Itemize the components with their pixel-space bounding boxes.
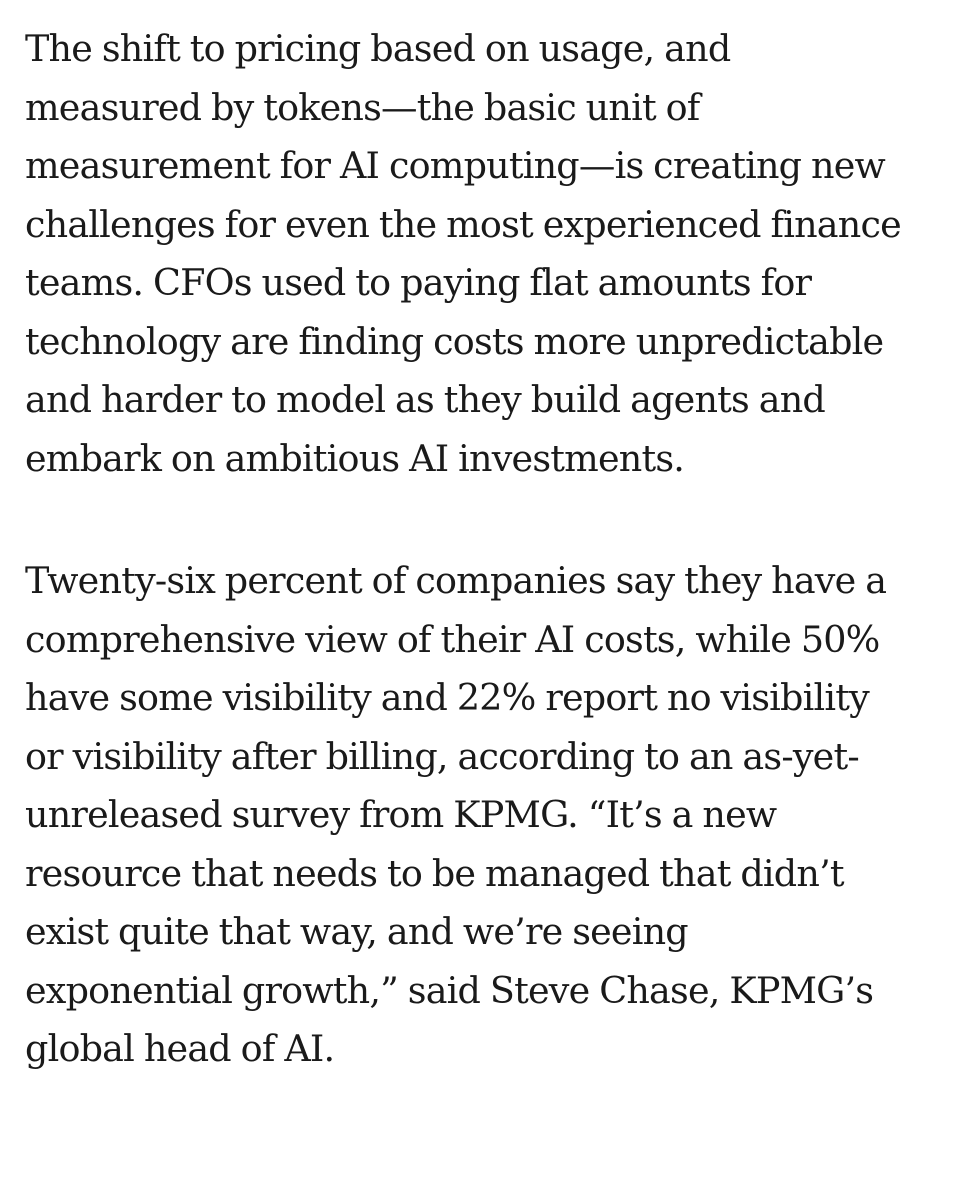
paragraph-line: exist quite that way, and we’re seeing xyxy=(25,910,689,953)
paragraph-line: exponential growth,” said Steve Chase, K… xyxy=(25,968,874,1012)
paragraph-line: resource that needs to be managed that d… xyxy=(25,851,845,895)
paragraph-line: embark on ambitious AI investments. xyxy=(25,436,685,480)
paragraph-line: Twenty-six percent of companies say they… xyxy=(25,559,887,602)
article-body: The shift to pricing based on usage, and… xyxy=(25,20,960,1079)
paragraph-line: have some visibility and 22% report no v… xyxy=(25,676,870,719)
paragraph-line: and harder to model as they build agents… xyxy=(25,378,826,421)
paragraph-line: global head of AI. xyxy=(25,1027,335,1070)
paragraph-line: teams. CFOs used to paying flat amounts … xyxy=(25,261,812,304)
paragraph-line: measurement for AI computing—is creating… xyxy=(25,144,886,187)
paragraph-kpmg-survey: Twenty-six percent of companies say they… xyxy=(25,552,960,1079)
paragraph-line: The shift to pricing based on usage, and xyxy=(25,27,731,70)
paragraph-line: unreleased survey from KPMG. “It’s a new xyxy=(25,793,777,836)
paragraph-line: challenges for even the most experienced… xyxy=(25,202,902,246)
paragraph-line: measured by tokens—the basic unit of xyxy=(25,85,700,129)
paragraph-line: comprehensive view of their AI costs, wh… xyxy=(25,617,880,661)
paragraph-line: technology are finding costs more unpred… xyxy=(25,319,884,363)
paragraph-line: or visibility after billing, according t… xyxy=(25,734,860,778)
paragraph-token-pricing: The shift to pricing based on usage, and… xyxy=(25,20,960,488)
